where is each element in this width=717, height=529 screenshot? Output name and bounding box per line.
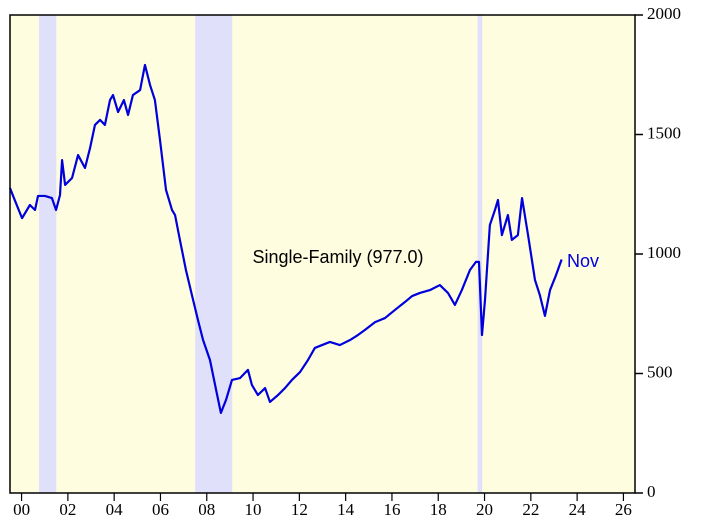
- x-tick-label: 26: [615, 500, 632, 519]
- x-tick-label: 00: [13, 500, 30, 519]
- x-tick-label: 16: [383, 500, 400, 519]
- x-tick-label: 10: [245, 500, 262, 519]
- x-tick-label: 12: [291, 500, 308, 519]
- x-tick-label: 06: [152, 500, 169, 519]
- x-tick-label: 02: [59, 500, 76, 519]
- series-annotation: Single-Family (977.0): [252, 247, 423, 267]
- y-tick-label: 1500: [647, 123, 681, 142]
- x-tick-label: 22: [522, 500, 539, 519]
- y-tick-label: 1000: [647, 243, 681, 262]
- x-tick-label: 08: [198, 500, 215, 519]
- recession-band: [38, 15, 57, 493]
- series-line: [8, 63, 563, 415]
- x-tick-label: 18: [430, 500, 447, 519]
- y-tick-label: 2000: [647, 4, 681, 23]
- recession-band: [195, 15, 233, 493]
- y-tick-label: 500: [647, 362, 673, 381]
- x-tick-label: 14: [337, 500, 355, 519]
- y-tick-label: 0: [647, 482, 656, 501]
- recession-band: [477, 15, 483, 493]
- x-tick-label: 04: [106, 500, 124, 519]
- x-tick-label: 24: [569, 500, 587, 519]
- plot-layer: [8, 15, 563, 493]
- x-tick-label: 20: [476, 500, 493, 519]
- last-month-label: Nov: [567, 251, 599, 271]
